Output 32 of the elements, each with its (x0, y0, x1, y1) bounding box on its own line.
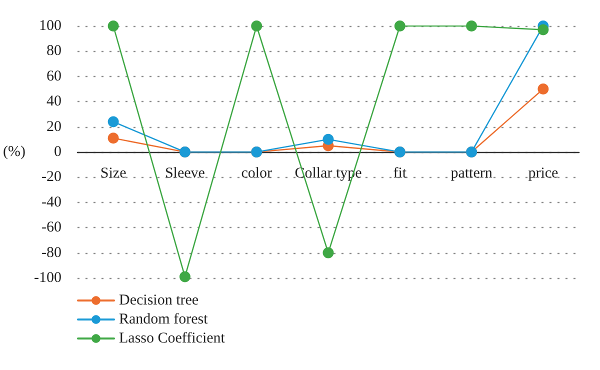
y-tick-label: 60 (46, 68, 62, 84)
x-tick-label: color (241, 166, 272, 182)
y-tick-label: -60 (41, 220, 62, 236)
point (322, 134, 334, 145)
legend-label: Lasso Coefficient (119, 330, 226, 346)
x-tick-label: pattern (450, 166, 493, 182)
point (108, 116, 119, 128)
point (108, 132, 119, 144)
point (108, 20, 119, 32)
legend-label: Random forest (119, 312, 209, 328)
legend-label: Decision tree (119, 292, 199, 308)
y-tick-label: 100 (38, 18, 62, 34)
point (322, 247, 334, 258)
x-tick-label: Size (100, 166, 127, 182)
y-tick-label: -100 (34, 270, 62, 286)
point (394, 20, 406, 32)
point (251, 20, 262, 32)
y-tick-label: -80 (41, 244, 62, 261)
y-tick-label: 40 (46, 94, 62, 110)
y-axis-title: (%) (2, 144, 26, 160)
y-tick-label: 20 (46, 118, 62, 135)
y-tick-label: -20 (41, 169, 62, 186)
x-tick-label: Sleeve (164, 166, 206, 182)
y-tick-label: -40 (41, 194, 62, 210)
point (538, 84, 549, 94)
point (466, 20, 478, 32)
y-tick-label: 0 (54, 144, 62, 160)
x-tick-label: price (528, 166, 559, 182)
x-tick-label: fit (393, 166, 408, 182)
point (179, 271, 190, 282)
y-tick-label: 80 (46, 43, 62, 60)
point (538, 24, 549, 36)
